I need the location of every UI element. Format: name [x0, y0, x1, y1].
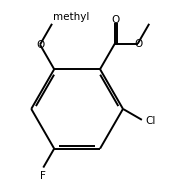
Text: methyl: methyl: [53, 12, 89, 22]
Text: Cl: Cl: [145, 116, 156, 126]
Text: O: O: [112, 15, 120, 25]
Text: O: O: [135, 39, 143, 49]
Text: O: O: [36, 40, 44, 50]
Text: F: F: [40, 171, 46, 181]
